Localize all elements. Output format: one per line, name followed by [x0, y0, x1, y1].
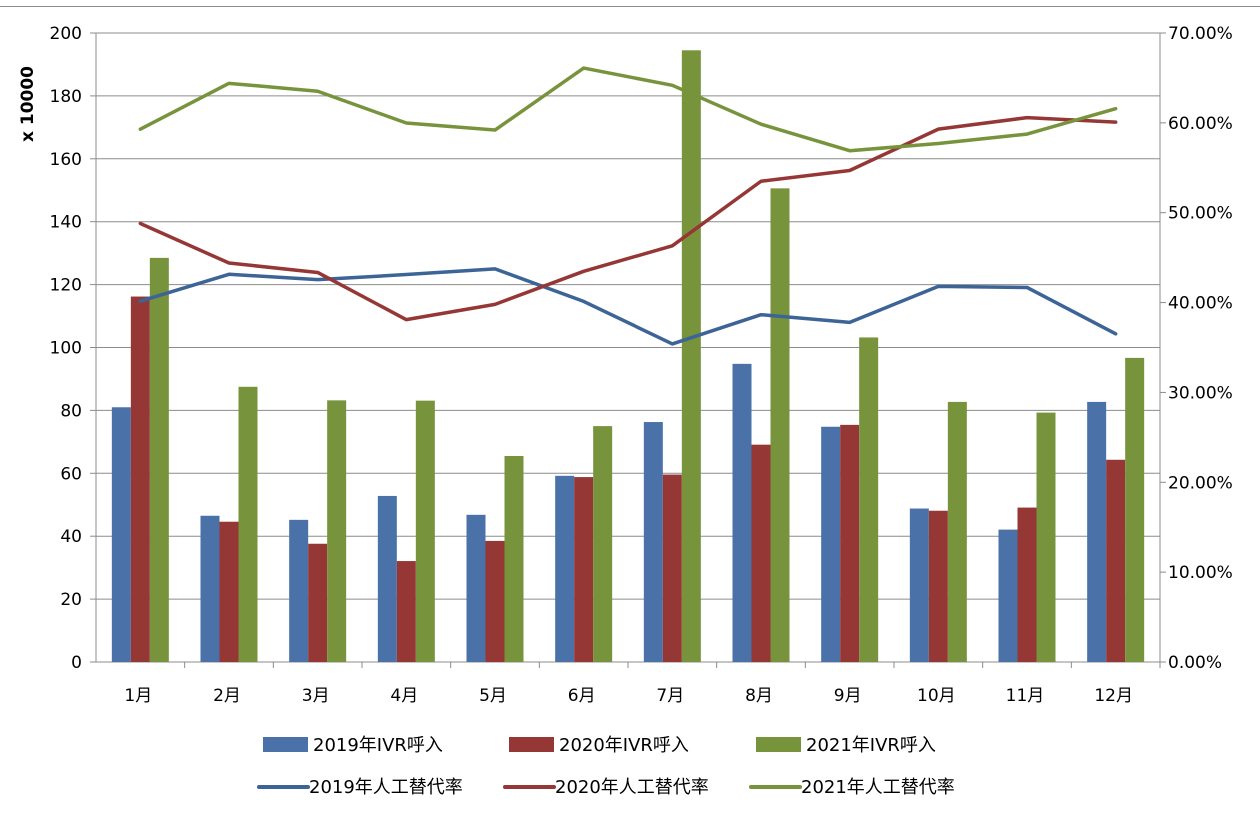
bar-1-5: [466, 514, 486, 662]
left-tick-label: 60: [60, 464, 82, 484]
bar-2-12: [1106, 459, 1126, 662]
line-series-2: [138, 115, 1118, 322]
bar-2-11: [1017, 507, 1037, 662]
legend-swatch-bar-2: [509, 737, 554, 752]
x-tick-label: 7月: [656, 686, 684, 706]
bar-3-8: [770, 188, 790, 662]
legend-label: 2019年人工替代率: [309, 777, 463, 798]
left-tick-label: 80: [60, 401, 82, 421]
right-tick-label: 50.00%: [1168, 204, 1233, 224]
right-tick-label: 20.00%: [1168, 473, 1233, 493]
bar-2-1: [130, 296, 150, 662]
y-axis-title: x 10000: [18, 66, 38, 142]
bar-2-3: [308, 543, 328, 662]
bar-1-1: [111, 407, 131, 662]
bar-2-10: [928, 510, 948, 662]
left-tick-label: 40: [60, 527, 82, 547]
legend-label: 2021年人工替代率: [801, 777, 955, 798]
right-tick-label: 60.00%: [1168, 114, 1233, 134]
bar-1-4: [377, 495, 397, 662]
right-tick-label: 10.00%: [1168, 563, 1233, 583]
bar-2-7: [662, 474, 682, 662]
x-tick-label: 5月: [479, 686, 507, 706]
bar-2-5: [485, 540, 505, 662]
bar-3-1: [149, 257, 169, 662]
left-tick-label: 180: [50, 87, 82, 107]
bar-1-2: [200, 515, 220, 662]
right-tick-label: 0.00%: [1168, 653, 1222, 673]
x-tick-label: 2月: [213, 686, 241, 706]
legend-swatch-bar-3: [756, 737, 801, 752]
bar-3-9: [859, 337, 879, 662]
bar-1-3: [289, 519, 309, 662]
bar-1-6: [555, 475, 575, 662]
left-tick-label: 20: [60, 590, 82, 610]
x-tick-label: 9月: [834, 686, 862, 706]
x-tick-label: 1月: [124, 686, 152, 706]
left-tick-label: 0: [71, 653, 82, 673]
bar-1-11: [998, 529, 1018, 662]
x-tick-label: 4月: [390, 686, 418, 706]
bar-3-5: [504, 456, 524, 662]
legend-label: 2019年IVR呼入: [313, 735, 443, 756]
bar-2-6: [574, 477, 594, 662]
x-tick-label: 10月: [917, 686, 956, 706]
bar-3-4: [415, 400, 435, 662]
bar-1-10: [909, 508, 929, 662]
bar-3-7: [681, 50, 701, 663]
bar-1-12: [1087, 401, 1107, 662]
left-tick-label: 100: [50, 339, 82, 359]
bar-3-6: [593, 426, 613, 662]
bar-2-4: [396, 561, 416, 662]
bar-3-3: [327, 400, 347, 662]
bar-1-8: [732, 363, 752, 662]
legend-label: 2020年人工替代率: [555, 777, 709, 798]
bar-3-12: [1125, 357, 1145, 662]
x-tick-label: 8月: [745, 686, 773, 706]
bar-2-8: [751, 444, 771, 662]
left-tick-label: 200: [50, 24, 82, 44]
left-tick-label: 140: [50, 213, 82, 233]
line-series-1: [138, 267, 1118, 346]
bar-2-2: [219, 521, 239, 662]
left-tick-label: 120: [50, 276, 82, 296]
bar-1-9: [821, 426, 841, 662]
bar-1-7: [643, 422, 663, 662]
left-tick-label: 160: [50, 150, 82, 170]
bar-3-10: [947, 401, 967, 662]
bar-2-9: [840, 424, 860, 662]
top-rule: [0, 6, 1260, 7]
x-tick-label: 11月: [1006, 686, 1045, 706]
right-tick-label: 30.00%: [1168, 383, 1233, 403]
line-series-3: [138, 66, 1118, 153]
legend-label: 2020年IVR呼入: [559, 735, 689, 756]
bar-3-11: [1036, 412, 1056, 662]
right-tick-label: 70.00%: [1168, 24, 1233, 44]
x-tick-label: 3月: [302, 686, 330, 706]
bar-3-2: [238, 386, 258, 662]
legend-swatch-bar-1: [263, 737, 308, 752]
legend-label: 2021年IVR呼入: [806, 735, 936, 756]
right-tick-label: 40.00%: [1168, 294, 1233, 314]
x-tick-label: 12月: [1094, 686, 1133, 706]
x-tick-label: 6月: [568, 686, 596, 706]
